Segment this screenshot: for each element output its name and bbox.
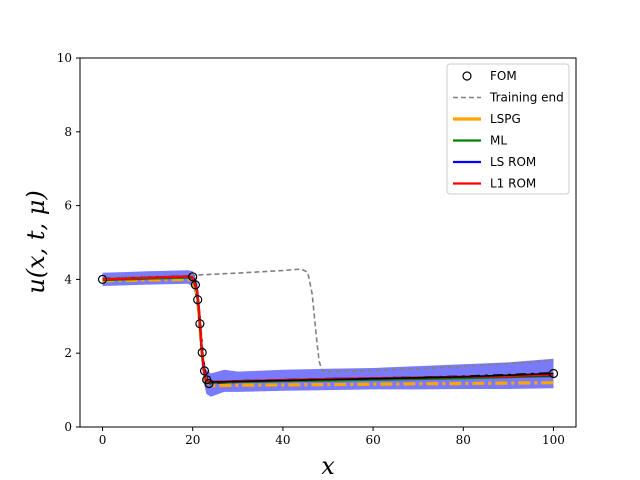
fom-marker bbox=[204, 378, 214, 389]
x-tick-label: 0 bbox=[99, 433, 107, 447]
legend-label-lspg: LSPG bbox=[490, 112, 521, 126]
fom-marker-layer bbox=[97, 272, 559, 389]
x-axis-label: x bbox=[321, 452, 335, 480]
fom-overlay-line bbox=[210, 372, 554, 383]
fom-marker bbox=[199, 366, 210, 376]
x-tick-label: 40 bbox=[275, 433, 290, 447]
y-tick-label: 8 bbox=[64, 125, 72, 139]
legend-label-l1-rom: L1 ROM bbox=[490, 177, 536, 191]
fom-marker bbox=[193, 295, 203, 305]
legend-label-training-end: Training end bbox=[489, 91, 564, 105]
fom-marker bbox=[188, 272, 198, 282]
x-tick-label: 20 bbox=[185, 433, 200, 447]
y-axis-label: u(x, t, μ) bbox=[22, 190, 50, 293]
legend: FOM Training end LSPG ML LS ROM L1 ROM bbox=[446, 63, 570, 195]
legend-swatch-fom bbox=[462, 71, 472, 81]
legend-label-fom: FOM bbox=[490, 69, 517, 83]
legend-label-ls-rom: LS ROM bbox=[490, 155, 536, 169]
fom-marker bbox=[97, 274, 108, 284]
y-tick-label: 2 bbox=[64, 346, 72, 360]
legend-box bbox=[446, 63, 570, 195]
fom-marker bbox=[190, 280, 200, 290]
x-tick-label: 60 bbox=[365, 433, 380, 447]
y-tick-label: 10 bbox=[57, 51, 72, 65]
x-tick-label: 80 bbox=[456, 433, 471, 447]
fom-marker bbox=[548, 368, 559, 379]
series-line-training-end bbox=[102, 268, 554, 373]
plot-frame bbox=[79, 57, 577, 428]
y-tick-label: 4 bbox=[64, 272, 72, 286]
y-tick-label: 6 bbox=[64, 199, 72, 213]
tick-layer: 0 20 40 60 80 100 0 2 4 6 8 10 bbox=[57, 51, 565, 447]
fom-marker bbox=[195, 319, 205, 329]
y-tick-label: 0 bbox=[64, 420, 72, 434]
fom-marker bbox=[197, 347, 207, 358]
x-tick-label: 100 bbox=[542, 433, 565, 447]
legend-label-ml: ML bbox=[490, 134, 507, 148]
